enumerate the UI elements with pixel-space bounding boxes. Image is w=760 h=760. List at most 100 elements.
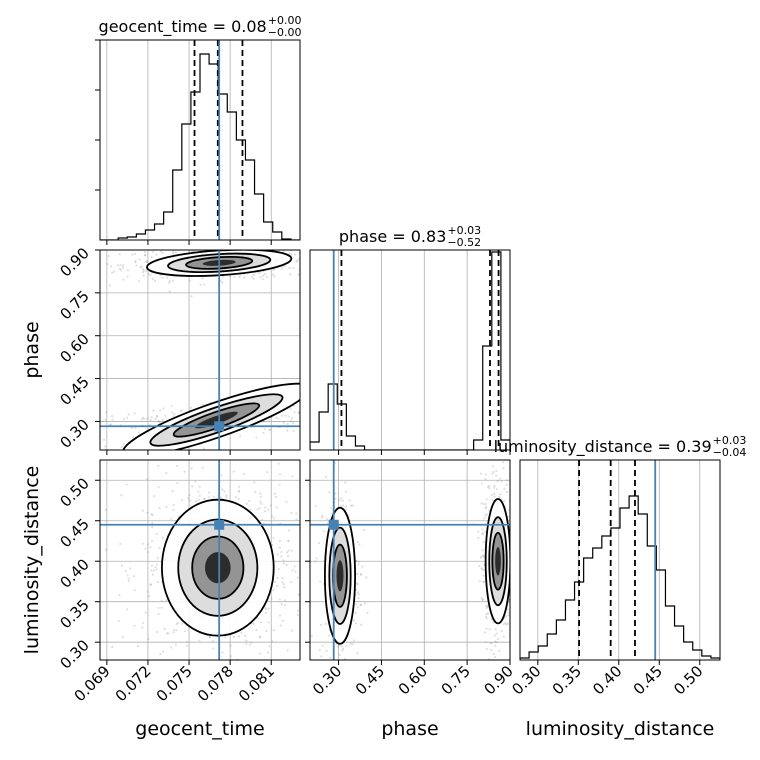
sample-point — [291, 422, 295, 425]
sample-point — [330, 414, 332, 416]
y-axis-label-phase: phase — [21, 321, 43, 378]
sample-point — [359, 603, 362, 606]
hist-phase-frame — [309, 249, 511, 451]
sample-point — [360, 623, 363, 626]
sample-point — [118, 267, 121, 270]
sample-point — [511, 555, 513, 557]
sample-point — [234, 495, 237, 499]
sample-point — [293, 411, 296, 414]
sample-point — [143, 251, 146, 254]
sample-point — [163, 627, 166, 630]
sample-point — [506, 622, 509, 625]
sample-point — [311, 407, 313, 409]
sample-point — [170, 411, 174, 414]
scatter-geocent_time-vs-luminosity_distance-frame — [99, 459, 301, 661]
sample-point — [484, 473, 488, 476]
sample-point — [515, 579, 517, 581]
sample-point — [517, 630, 519, 632]
sample-point — [301, 575, 303, 577]
sample-point — [195, 247, 197, 249]
sample-point — [318, 580, 322, 583]
sample-point — [150, 256, 153, 259]
sample-point — [281, 619, 284, 622]
sample-point — [341, 647, 345, 650]
sample-point — [250, 641, 253, 644]
sample-point — [151, 573, 154, 576]
sample-point — [231, 242, 233, 244]
sample-point — [349, 675, 351, 677]
sample-point — [126, 608, 129, 611]
hist-luminosity_distance-x-tick-label: 0.45 — [630, 662, 666, 698]
sample-point — [502, 635, 505, 638]
sample-point — [283, 603, 286, 607]
sample-point — [157, 612, 160, 615]
sample-point — [102, 438, 106, 441]
sample-point — [247, 242, 249, 244]
sample-point — [285, 563, 288, 567]
sample-point — [495, 641, 498, 644]
sample-point — [321, 399, 323, 401]
sample-point — [219, 279, 222, 282]
sample-point — [348, 387, 350, 389]
sample-point — [248, 499, 251, 503]
sample-point — [491, 472, 494, 475]
sample-point — [262, 274, 265, 277]
sample-point — [511, 512, 513, 514]
sample-point — [134, 260, 137, 263]
sample-point — [153, 279, 157, 282]
sample-point — [303, 253, 305, 255]
sample-point — [264, 243, 266, 245]
sample-point — [274, 580, 277, 584]
sample-point — [488, 487, 491, 490]
sample-point — [215, 243, 217, 245]
panel-title-luminosity_distance: luminosity_distance = 0.39 +0.03−0.04 — [494, 434, 747, 459]
sample-point — [122, 443, 125, 446]
sample-point — [172, 631, 175, 634]
contour-line — [122, 382, 300, 450]
sample-point — [141, 626, 144, 629]
panel-title-text: geocent_time = 0.08 — [99, 17, 267, 37]
sample-point — [125, 483, 128, 486]
sample-point — [256, 508, 259, 511]
sample-point — [161, 650, 165, 653]
sample-point — [264, 611, 267, 614]
sample-point — [190, 295, 193, 298]
sample-point — [491, 464, 495, 468]
sample-point — [287, 555, 290, 558]
sample-point — [133, 589, 136, 592]
sample-point — [253, 481, 256, 484]
sample-point — [314, 512, 316, 514]
sample-point — [189, 406, 193, 409]
panel-title-text: phase = 0.83 — [339, 227, 446, 246]
sample-point — [168, 279, 171, 283]
sample-point — [370, 253, 372, 255]
sample-point — [513, 575, 515, 577]
sample-point — [258, 635, 262, 638]
sample-point — [204, 663, 206, 665]
sample-point — [362, 395, 364, 397]
sample-point — [493, 492, 496, 495]
sample-point — [292, 429, 295, 433]
sample-point — [155, 630, 158, 634]
sample-point — [494, 655, 497, 659]
sample-point — [283, 586, 286, 589]
sample-point — [135, 264, 138, 267]
sample-point — [121, 266, 125, 269]
sample-point — [502, 466, 505, 470]
sample-point — [248, 245, 250, 247]
sample-point — [314, 560, 317, 563]
sample-point — [494, 644, 497, 648]
sample-point — [225, 496, 228, 499]
sample-point — [334, 497, 337, 500]
sample-point — [502, 500, 506, 503]
sample-point — [140, 265, 143, 268]
sample-point — [202, 447, 206, 450]
sample-point — [294, 570, 297, 573]
sample-point — [188, 279, 191, 282]
sample-point — [284, 414, 287, 417]
panel-title-text: luminosity_distance = 0.39 — [494, 437, 712, 457]
sample-point — [203, 283, 206, 286]
sample-point — [104, 508, 107, 511]
sample-point — [240, 631, 243, 635]
sample-point — [155, 532, 158, 535]
